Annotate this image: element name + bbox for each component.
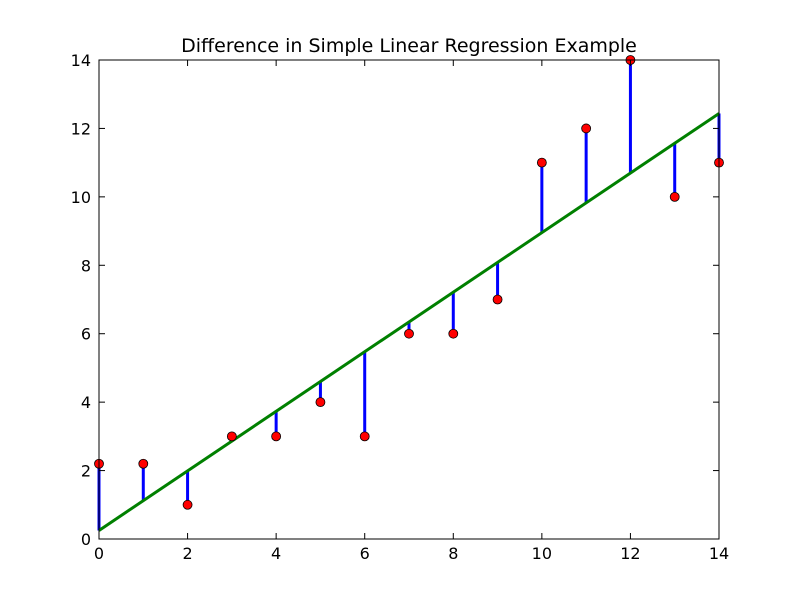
y-tick-label-3: 6 <box>81 325 91 344</box>
data-point-7 <box>404 328 414 339</box>
data-point-6 <box>359 431 370 442</box>
y-tick-label-6: 12 <box>71 119 91 138</box>
data-point-2 <box>182 499 193 510</box>
data-point-3 <box>226 431 237 442</box>
y-tick-label-0: 0 <box>81 530 91 549</box>
x-tick-label-6: 12 <box>620 544 640 563</box>
data-point-4 <box>271 431 282 442</box>
data-points <box>94 55 724 510</box>
data-point-13 <box>669 191 680 202</box>
regression-line <box>98 112 720 532</box>
x-tick-label-7: 14 <box>709 544 729 563</box>
regression-line-group <box>98 112 720 532</box>
y-tick-label-2: 4 <box>81 393 91 412</box>
tick-labels: 0 2 4 6 8 10 12 14 0 2 4 6 8 10 12 14 <box>71 51 730 563</box>
data-point-5 <box>315 397 326 408</box>
y-tick-label-5: 10 <box>71 188 91 207</box>
chart-title: Difference in Simple Linear Regression E… <box>181 35 637 57</box>
plot-frame <box>98 59 720 540</box>
data-point-1 <box>138 458 149 469</box>
x-tick-label-3: 6 <box>360 544 370 563</box>
data-point-11 <box>581 123 592 134</box>
y-tick-label-4: 8 <box>81 256 91 275</box>
x-tick-label-4: 8 <box>448 544 458 563</box>
y-tick-label-7: 14 <box>71 51 91 70</box>
x-tick-label-2: 4 <box>271 544 281 563</box>
data-point-8 <box>448 328 459 339</box>
y-tick-label-1: 2 <box>81 462 91 481</box>
data-point-10 <box>536 157 547 168</box>
data-point-9 <box>492 294 503 305</box>
x-tick-label-5: 10 <box>532 544 552 563</box>
x-tick-label-0: 0 <box>94 544 104 563</box>
residual-lines <box>97 60 721 531</box>
x-tick-label-1: 2 <box>182 544 192 563</box>
